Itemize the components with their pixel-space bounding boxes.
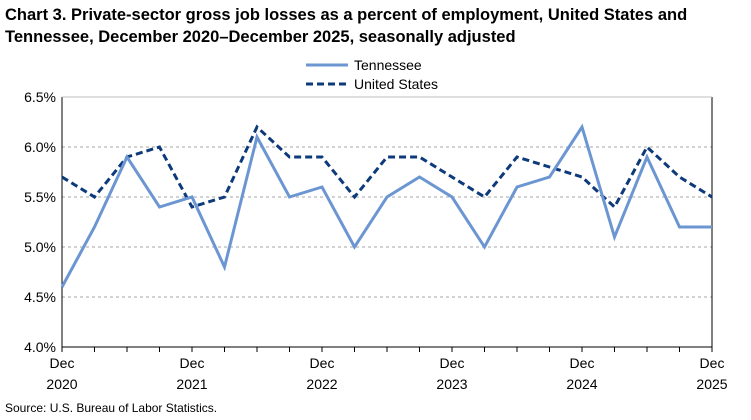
x-tick-labels: Dec 2020 Dec 2021 Dec 2022 Dec 2023 Dec 2024 Dec 20… — [46, 355, 727, 392]
x-tick-label: Dec — [700, 355, 725, 371]
x-tick-label: Dec — [570, 355, 595, 371]
x-tick-label: 2021 — [176, 376, 207, 392]
legend-label: United States — [354, 76, 438, 92]
x-tick-label: 2023 — [436, 376, 467, 392]
source-note: Source: U.S. Bureau of Labor Statistics. — [5, 401, 218, 415]
series-line-united-states — [61, 124, 713, 210]
series-lines — [60, 123, 713, 288]
x-tick-label: Dec — [440, 355, 465, 371]
x-tick-label: 2025 — [696, 376, 727, 392]
y-tick-label: 5.0% — [24, 239, 56, 255]
series-line-tennessee — [60, 123, 712, 288]
x-tick-label: Dec — [310, 355, 335, 371]
x-tick-label: 2024 — [566, 376, 597, 392]
y-tick-label: 4.0% — [24, 339, 56, 355]
x-tick-label: Dec — [180, 355, 205, 371]
y-tick-label: 5.5% — [24, 189, 56, 205]
y-tick-label: 6.5% — [24, 89, 56, 105]
chart-title: Chart 3. Private-sector gross job losses… — [5, 6, 688, 46]
x-tick-label: Dec — [50, 355, 75, 371]
y-tick-label: 4.5% — [24, 289, 56, 305]
legend-label: Tennessee — [354, 57, 422, 73]
legend: Tennessee United States — [306, 57, 438, 92]
x-tick-label: 2020 — [46, 376, 77, 392]
x-tick-label: 2022 — [306, 376, 337, 392]
y-tick-label: 6.0% — [24, 139, 56, 155]
axes — [61, 96, 713, 352]
y-tick-labels: 4.0% 4.5% 5.0% 5.5% 6.0% 6.5% — [24, 89, 56, 355]
